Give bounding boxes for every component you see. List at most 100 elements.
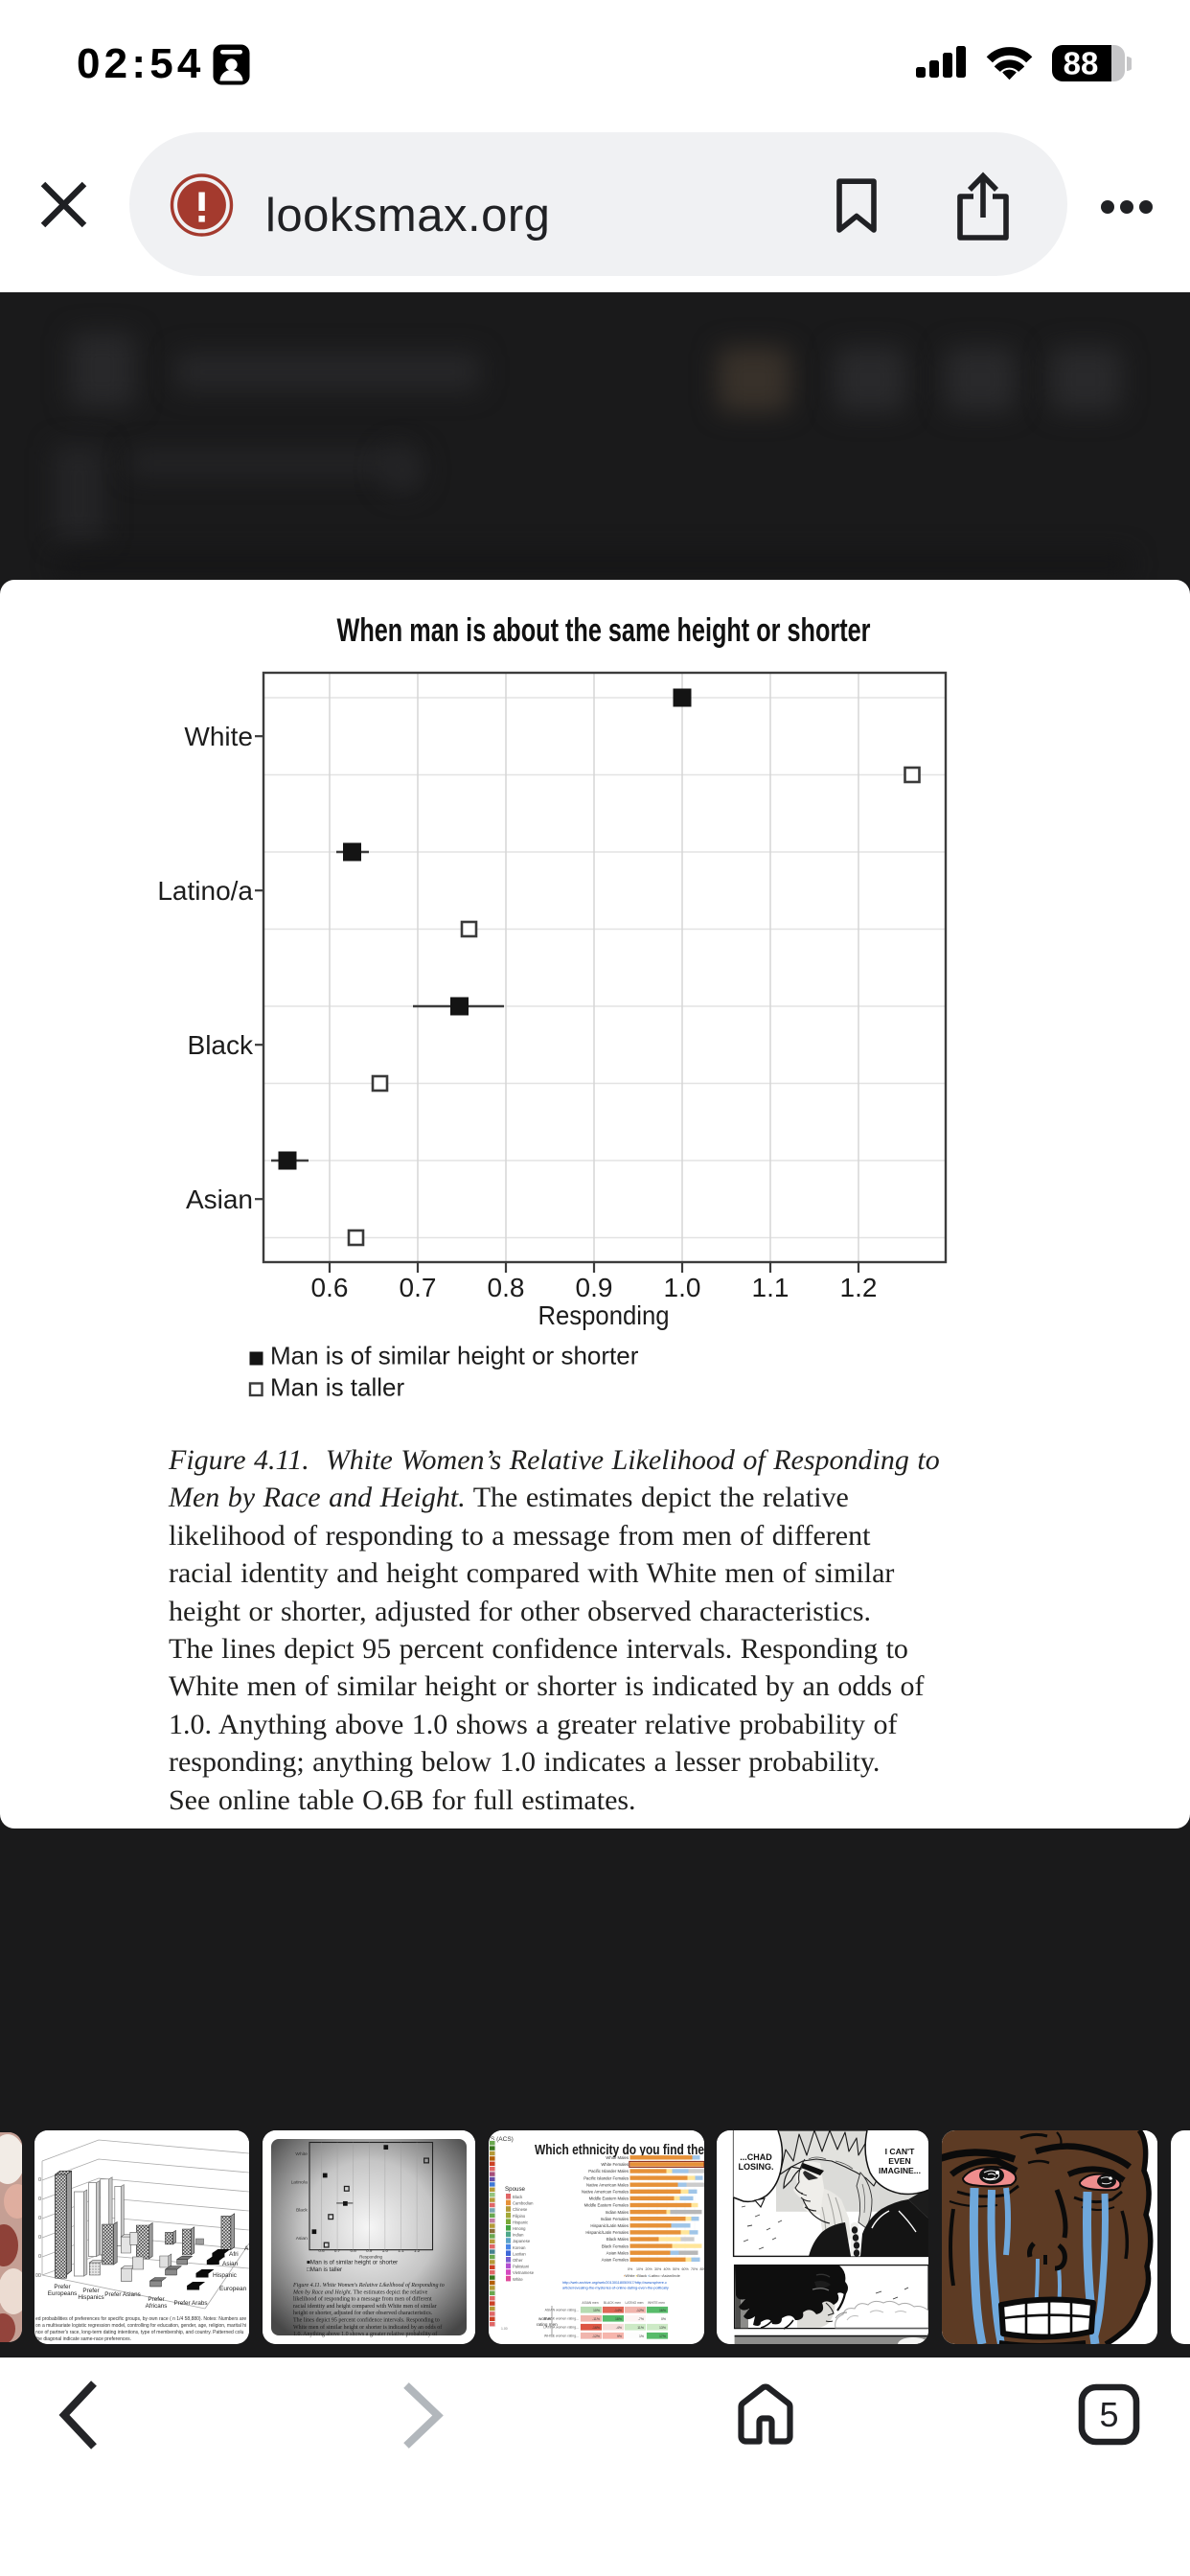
svg-text:LOSING.: LOSING. (738, 2162, 773, 2172)
svg-text:ed probabilities of preference: ed probabilities of preferences for spec… (35, 2316, 246, 2322)
svg-text:□Man is taller: □Man is taller (307, 2266, 342, 2273)
svg-text:Hispanic/Latin Males: Hispanic/Latin Males (590, 2223, 629, 2228)
svg-text:Hispanic: Hispanic (513, 2220, 528, 2224)
svg-text:85%: 85% (700, 2267, 705, 2271)
svg-text:White Females: White Females (601, 2162, 629, 2167)
svg-text:LATINA women rating...: LATINA women rating... (543, 2326, 579, 2330)
svg-text:0.7: 0.7 (334, 2248, 341, 2253)
svg-text:LATINO men: LATINO men (626, 2301, 644, 2305)
svg-text:White: White (184, 722, 253, 751)
svg-text:Black: Black (296, 2208, 308, 2214)
svg-text:40%: 40% (664, 2267, 672, 2271)
svg-text:White men of similar height or: White men of similar height or shorter i… (293, 2324, 442, 2331)
svg-text:00: 00 (35, 2273, 41, 2279)
svg-text:Pakistani: Pakistani (513, 2265, 529, 2269)
svg-text:Asian: Asian (186, 1184, 253, 1214)
svg-text:S (ACS): S (ACS) (491, 2136, 514, 2143)
svg-text:IMAGINE...: IMAGINE... (879, 2166, 921, 2175)
svg-text:EVEN: EVEN (888, 2156, 910, 2166)
svg-text:Asian Females: Asian Females (602, 2258, 629, 2263)
svg-text:0.7: 0.7 (400, 1273, 437, 1302)
svg-text:The lines depict 95 percent co: The lines depict 95 percent confidence i… (293, 2317, 440, 2324)
svg-text:Afri: Afri (229, 2251, 239, 2258)
svg-text:-16%: -16% (592, 2326, 600, 2330)
svg-text:0.8: 0.8 (488, 1273, 525, 1302)
svg-text:...CHAD: ...CHAD (740, 2152, 772, 2162)
svg-text:height or shorter, adjusted fo: height or shorter, adjusted for other ob… (293, 2310, 433, 2316)
svg-text:Vietnamese: Vietnamese (513, 2270, 535, 2275)
svg-text:50%: 50% (673, 2267, 680, 2271)
svg-text:■Man is of similar height or s: ■Man is of similar height or shorter (307, 2260, 398, 2266)
svg-text:20%: 20% (646, 2267, 653, 2271)
svg-text:article/revealing-the-mysterie: article/revealing-the-mysteries-of-onlin… (562, 2287, 669, 2290)
svg-text:-12%: -12% (592, 2334, 600, 2338)
svg-text:17%: 17% (659, 2334, 666, 2338)
svg-text:1.0: 1.0 (664, 1273, 701, 1302)
svg-text:Black: Black (513, 2195, 523, 2199)
svg-text:Korean: Korean (513, 2245, 526, 2250)
svg-text:rating men: rating men (537, 2322, 558, 2327)
svg-text:Black: Black (188, 1030, 254, 1060)
svg-text:30%: 30% (654, 2267, 662, 2271)
svg-text:WHITE women rating...: WHITE women rating... (544, 2334, 579, 2338)
svg-text:http;//web.archive.org/web/201: http;//web.archive.org/web/2013011805091… (562, 2281, 667, 2285)
svg-text:0%: 0% (661, 2317, 666, 2321)
svg-text:60%: 60% (682, 2267, 690, 2271)
svg-text:the diagonal indicate same-rac: the diagonal indicate same-race preferen… (35, 2336, 131, 2342)
svg-text:Other: Other (513, 2258, 523, 2263)
svg-text:ASIAN women rating...: ASIAN women rating... (545, 2309, 579, 2312)
svg-text:When man is about the same hei: When man is about the same height or sho… (337, 612, 871, 649)
svg-text:70%: 70% (691, 2267, 698, 2271)
svg-text:Black Males: Black Males (606, 2237, 629, 2242)
svg-text:0: 0 (38, 2196, 41, 2202)
svg-text:Cambodian: Cambodian (513, 2201, 534, 2206)
svg-text:0.6: 0.6 (311, 1273, 349, 1302)
svg-text:1.1: 1.1 (752, 1273, 790, 1302)
svg-text:0: 0 (38, 2235, 41, 2241)
svg-text:5: 5 (1099, 2395, 1118, 2434)
svg-text:Middle Eastern Males: Middle Eastern Males (589, 2196, 629, 2201)
svg-text:Asian: Asian (222, 2261, 239, 2267)
svg-text:0.9: 0.9 (366, 2248, 373, 2253)
svg-text:1.1: 1.1 (398, 2248, 404, 2253)
svg-text:Hispanics: Hispanics (78, 2294, 103, 2301)
svg-text:9%: 9% (617, 2334, 622, 2338)
svg-text:Spouse: Spouse (505, 2186, 526, 2193)
svg-text:1.00: 1.00 (501, 2327, 508, 2331)
svg-text:nce of partner's race, long-te: nce of partner's race, long-term dating … (35, 2330, 244, 2335)
svg-text:Responding: Responding (359, 2254, 382, 2259)
svg-text:1%: 1% (639, 2334, 644, 2338)
svg-text:Middle Eastern Females: Middle Eastern Females (584, 2203, 629, 2208)
svg-text:Africans: Africans (146, 2303, 168, 2310)
svg-text:Hispanic/Latin Females: Hispanic/Latin Females (585, 2230, 629, 2235)
svg-text:Filipino: Filipino (513, 2214, 526, 2219)
svg-text:I CAN'T: I CAN'T (885, 2147, 915, 2156)
svg-text:on a multivariate logistic reg: on a multivariate logistic regression mo… (35, 2323, 246, 2329)
svg-text:Prefer Asians: Prefer Asians (104, 2291, 140, 2298)
svg-text:Pacific Islander Females: Pacific Islander Females (584, 2175, 629, 2180)
svg-text:Native American Females: Native American Females (582, 2190, 629, 2195)
svg-text:Latino/a: Latino/a (291, 2179, 309, 2185)
svg-text:Europeans: Europeans (48, 2290, 77, 2297)
svg-text:1.2: 1.2 (414, 2248, 421, 2253)
svg-text:18%: 18% (615, 2317, 622, 2321)
svg-text:Prefer: Prefer (82, 2288, 99, 2294)
svg-text:Black Females: Black Females (602, 2243, 629, 2248)
svg-text:Prefer Arabs: Prefer Arabs (174, 2300, 208, 2307)
svg-text:0.6: 0.6 (318, 2248, 325, 2253)
svg-text:Prefer: Prefer (54, 2284, 70, 2290)
svg-text:Pacific Islander Males: Pacific Islander Males (588, 2169, 629, 2174)
svg-text:Men by Race and Height. The es: Men by Race and Height. The estimates de… (292, 2289, 428, 2295)
svg-text:BLACK women rating...: BLACK women rating... (544, 2317, 579, 2321)
svg-text:-12%: -12% (636, 2309, 644, 2312)
svg-text:Japanese: Japanese (513, 2239, 531, 2243)
svg-text:European: European (219, 2286, 247, 2292)
svg-text:White: White (295, 2151, 308, 2157)
svg-text:Indian Males: Indian Males (606, 2210, 629, 2215)
svg-text:0: 0 (38, 2177, 41, 2183)
svg-text:Prefer: Prefer (148, 2296, 164, 2303)
svg-text:0%: 0% (628, 2267, 633, 2271)
svg-text:A: A (244, 2245, 249, 2252)
svg-text:Responding: Responding (538, 1300, 670, 1330)
svg-text:Asian Males: Asian Males (606, 2250, 629, 2255)
